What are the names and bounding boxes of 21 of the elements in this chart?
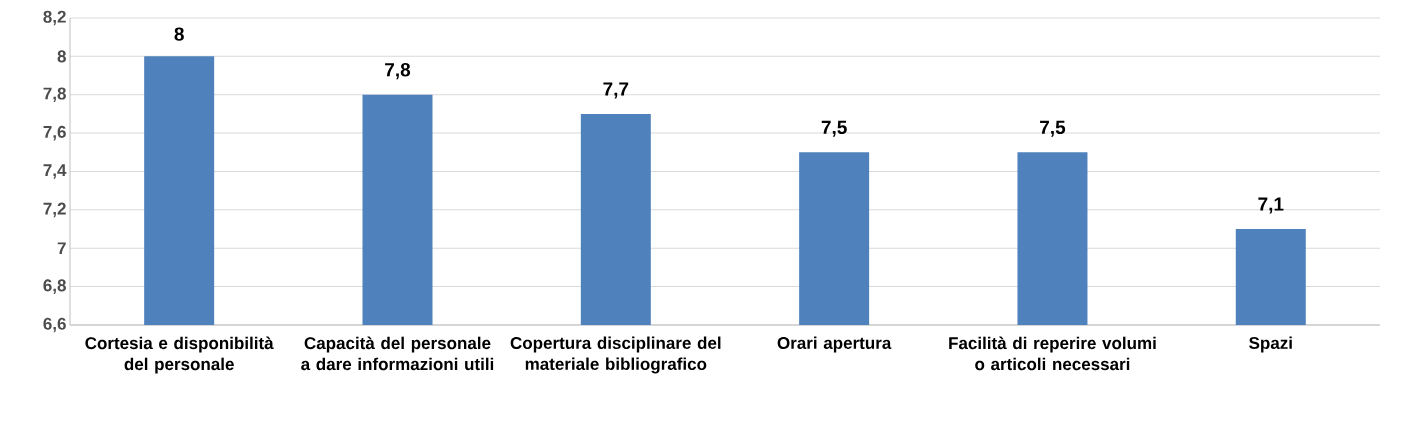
x-tick-label: Orari apertura bbox=[777, 336, 892, 353]
y-tick-label: 7,4 bbox=[43, 164, 67, 179]
y-tick-label: 6,6 bbox=[43, 317, 66, 333]
data-label: 7,5 bbox=[821, 120, 847, 137]
x-tick-label: Cortesia e disponibilità del personale bbox=[85, 336, 274, 374]
data-label: 7,1 bbox=[1258, 197, 1284, 214]
x-tick-label: Copertura disciplinare del materiale bibliografico bbox=[510, 336, 721, 374]
y-tick-label: 8 bbox=[57, 50, 66, 63]
data-label: 7,5 bbox=[1040, 120, 1066, 137]
y-tick-label: 7 bbox=[57, 242, 66, 255]
x-tick-label: Facilità di reperire volumi o articoli necessari bbox=[949, 336, 1156, 371]
data-label: 7,7 bbox=[603, 82, 629, 99]
x-tick-label: Capacità del personale a dare informazioni utili bbox=[301, 336, 494, 371]
x-tick-label: Spazi bbox=[1249, 336, 1292, 353]
y-tick-label: 7,8 bbox=[43, 87, 66, 102]
data-label: 7,8 bbox=[385, 63, 411, 80]
y-tick-label: 7,6 bbox=[43, 125, 66, 141]
y-tick-label: 8,2 bbox=[43, 10, 66, 26]
data-label: 8 bbox=[174, 27, 184, 41]
y-tick-label: 6,8 bbox=[43, 279, 66, 294]
y-tick-label: 7,2 bbox=[43, 202, 66, 218]
